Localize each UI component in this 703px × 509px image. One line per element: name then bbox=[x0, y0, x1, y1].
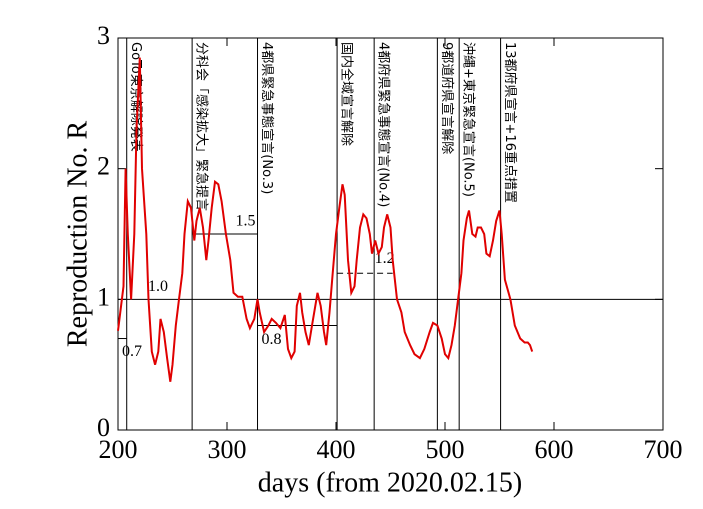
y-axis-label: Reproduction No. R bbox=[62, 121, 93, 348]
event-label: 沖縄+東京緊急宣言(No.5) bbox=[461, 42, 477, 197]
level-label: 0.7 bbox=[122, 343, 142, 360]
level-label: 1.5 bbox=[236, 213, 256, 230]
y-tick-label: 0 bbox=[97, 413, 110, 442]
x-tick-label: 300 bbox=[208, 435, 247, 464]
event-label: 9都道府県宣言解除 bbox=[439, 42, 455, 154]
event-label: 分科会「感染拡大」緊急提言 bbox=[194, 42, 210, 211]
x-tick-label: 700 bbox=[644, 435, 683, 464]
x-tick-label: 500 bbox=[426, 435, 465, 464]
x-axis-label: days (from 2020.02.15) bbox=[258, 467, 522, 498]
y-tick-label: 1 bbox=[97, 282, 110, 311]
event-label: 国内全域宣言解除 bbox=[339, 42, 355, 146]
event-label: 4都府県緊急事態宣言(No.4) bbox=[376, 42, 392, 207]
level-label: 0.8 bbox=[262, 331, 282, 348]
y-tick-label: 3 bbox=[97, 21, 110, 50]
event-label: 4都県緊急事態宣言(No.3) bbox=[259, 42, 275, 194]
x-tick-label: 400 bbox=[317, 435, 356, 464]
data-line bbox=[117, 57, 534, 382]
level-label: 1.2 bbox=[375, 250, 395, 267]
event-label: 13都府県宣言+16重点措置 bbox=[502, 42, 518, 203]
plot-frame bbox=[117, 37, 664, 431]
x-tick-label: 200 bbox=[99, 435, 138, 464]
x-tick-label: 600 bbox=[535, 435, 574, 464]
level-label: 1.0 bbox=[148, 278, 168, 295]
y-tick-label: 2 bbox=[97, 152, 110, 181]
